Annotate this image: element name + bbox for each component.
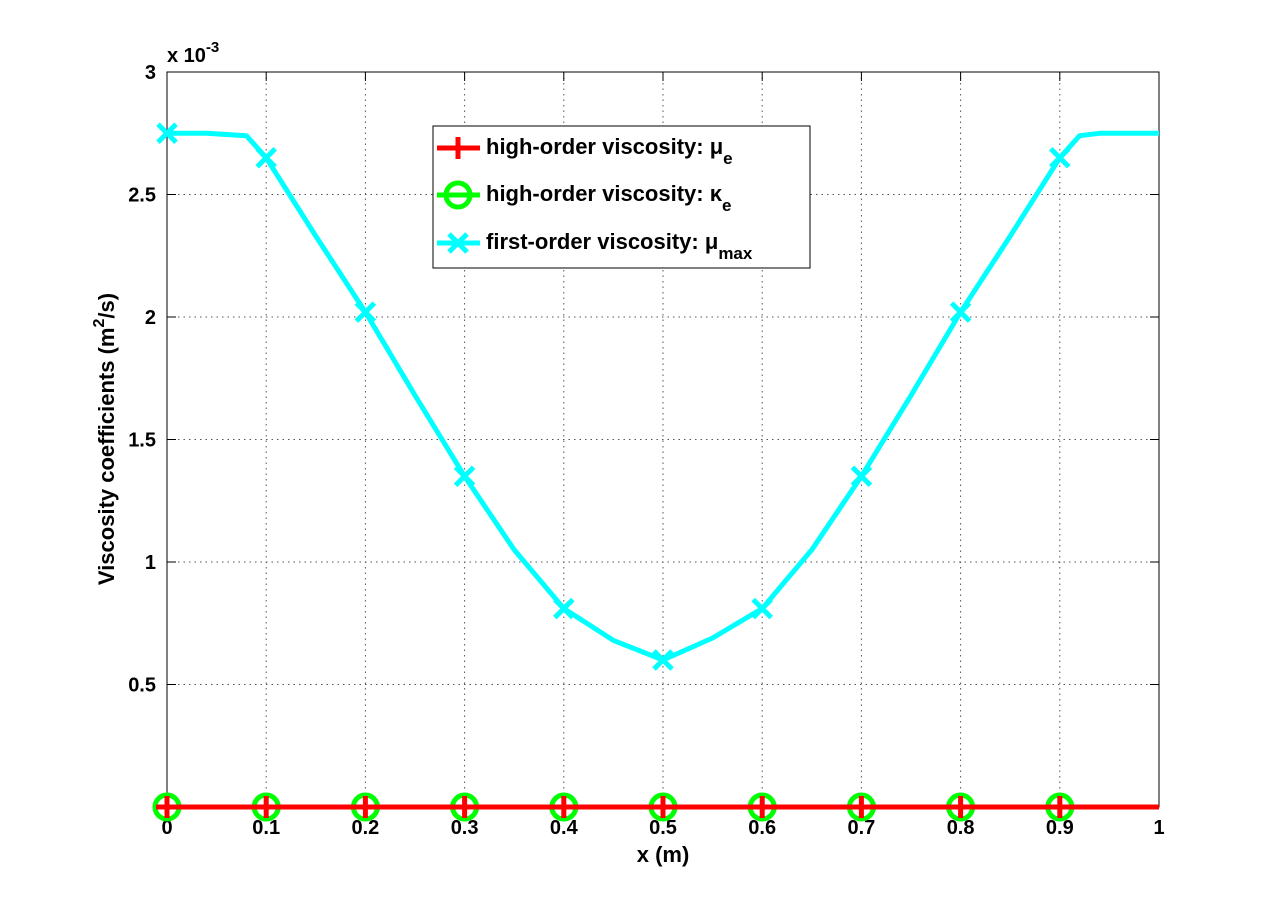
y-tick-label: 1	[145, 552, 156, 574]
y-tick-label: 0.5	[128, 675, 156, 697]
x-tick-label: 0.6	[748, 817, 776, 839]
series-layer	[152, 122, 1159, 822]
series-marker	[453, 796, 476, 818]
x-tick-label: 0.4	[550, 817, 579, 839]
legend-label: high-order viscosity: κe	[486, 181, 731, 215]
series-marker	[354, 796, 377, 818]
series-marker	[1049, 146, 1071, 169]
x-tick-label: 0.7	[847, 817, 875, 839]
series-marker	[255, 796, 278, 818]
series-marker	[1048, 796, 1071, 818]
legend: high-order viscosity: μe high-order visco…	[432, 125, 811, 269]
legend-label: high-order viscosity: μe	[486, 134, 733, 168]
x-tick-label: 0	[161, 817, 172, 839]
x-tick-label: 0.2	[351, 817, 379, 839]
x-tick-labels: 0 0.1 0.2 0.3 0.4 0.5 0.6 0.7 0.8 0.9 1	[161, 817, 1164, 839]
y-tick-labels: 0.5 1 1.5 2 2.5 3	[128, 62, 156, 697]
series-marker	[652, 796, 674, 818]
series-marker	[552, 796, 575, 818]
y-exponent-label: x 10-3	[167, 39, 219, 67]
series-marker	[156, 796, 178, 818]
legend-swatch-marker	[447, 137, 469, 159]
x-axis-label: x (m)	[637, 842, 690, 867]
series-0	[156, 796, 1159, 818]
y-tick-label: 1.5	[128, 430, 156, 452]
series-marker	[354, 301, 377, 323]
x-tick-label: 0.3	[451, 817, 479, 839]
series-marker	[156, 122, 178, 145]
legend-entry: first-order viscosity: μmax	[437, 229, 753, 263]
series-marker	[652, 649, 674, 671]
x-tick-label: 0.9	[1046, 817, 1074, 839]
series-marker	[453, 465, 476, 488]
series-marker	[850, 796, 873, 818]
series-marker	[751, 597, 773, 620]
x-tick-label: 0.8	[947, 817, 975, 839]
legend-swatch-marker	[447, 232, 469, 254]
series-marker	[255, 146, 277, 169]
legend-box	[432, 125, 811, 269]
y-axis-label: Viscosity coefficients (m2/s)	[91, 293, 119, 585]
series-marker	[850, 465, 873, 488]
x-tick-label: 0.5	[649, 817, 677, 839]
series-marker	[949, 796, 972, 818]
series-marker	[751, 796, 774, 818]
legend-swatch-marker	[443, 180, 473, 210]
y-tick-label: 2	[145, 307, 156, 329]
legend-entry: high-order viscosity: κe	[437, 180, 731, 215]
x-tick-label: 0.1	[252, 817, 280, 839]
series-2	[156, 122, 1159, 671]
series-marker	[949, 301, 972, 323]
y-tick-label: 2.5	[128, 185, 156, 207]
series-marker	[553, 597, 575, 620]
x-tick-label: 1	[1153, 817, 1164, 839]
legend-entry: high-order viscosity: μe	[437, 134, 733, 168]
legend-label: first-order viscosity: μmax	[486, 229, 753, 263]
y-tick-label: 3	[145, 62, 156, 84]
